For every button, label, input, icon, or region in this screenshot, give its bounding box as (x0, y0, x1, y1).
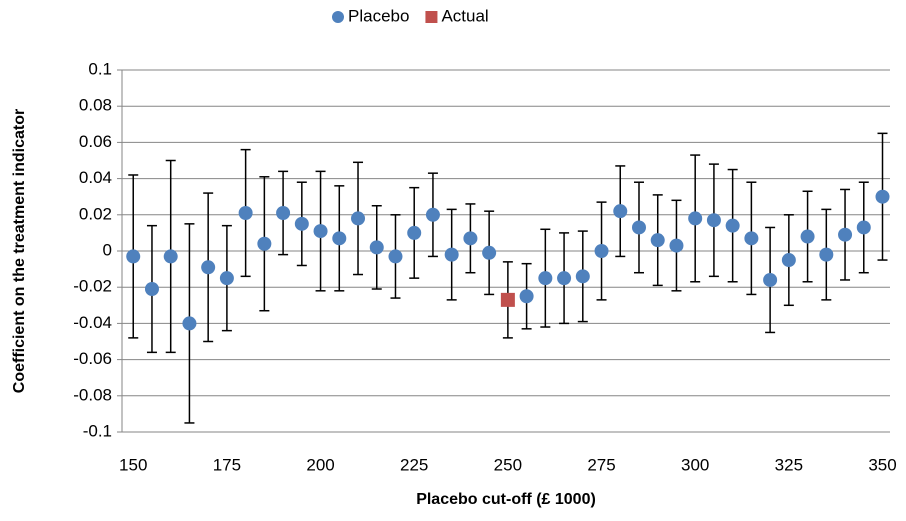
legend-label: Placebo (348, 6, 409, 25)
y-tick-label: 0.06 (79, 132, 112, 151)
point (463, 231, 478, 246)
point (276, 205, 291, 220)
point (688, 211, 703, 226)
point (613, 204, 628, 219)
point (238, 205, 253, 220)
point (351, 211, 366, 226)
y-tick-label: -0.02 (73, 277, 112, 296)
point (182, 316, 197, 331)
point (444, 247, 459, 262)
point (856, 220, 871, 235)
point (557, 271, 572, 286)
y-tick-label: 0.08 (79, 96, 112, 115)
point (781, 253, 796, 268)
point (388, 249, 403, 264)
y-tick-label: -0.08 (73, 385, 112, 404)
x-tick-label: 225 (400, 455, 428, 474)
x-tick-label: 200 (306, 455, 334, 474)
point (294, 216, 309, 231)
x-tick-label: 325 (775, 455, 803, 474)
legend-marker (425, 11, 438, 23)
y-tick-label: 0.04 (79, 168, 112, 187)
point (407, 225, 422, 240)
point (594, 244, 609, 258)
point (575, 269, 590, 284)
x-axis-title: Placebo cut-off (£ 1000) (416, 491, 596, 508)
point (126, 249, 141, 264)
y-tick-label: 0.1 (88, 59, 112, 78)
point (519, 289, 534, 304)
y-tick-label: -0.1 (83, 421, 112, 440)
x-tick-label: 250 (494, 455, 522, 474)
legend-marker (332, 11, 344, 23)
point (257, 236, 272, 251)
point (219, 271, 234, 286)
point (538, 271, 553, 286)
point (163, 249, 178, 264)
y-tick-label: 0.02 (79, 204, 112, 223)
point (744, 231, 759, 246)
point (725, 218, 740, 233)
x-tick-label: 275 (587, 455, 615, 474)
point (201, 260, 216, 275)
point (838, 227, 853, 242)
point (332, 231, 347, 246)
x-tick-label: 300 (681, 455, 709, 474)
y-tick-label: -0.06 (73, 349, 112, 368)
point (369, 240, 384, 255)
legend-label: Actual (441, 6, 488, 25)
point (500, 292, 515, 307)
point (144, 282, 159, 297)
y-axis-title: Coefficient on the treatment indicator (11, 109, 28, 393)
point (763, 272, 778, 287)
point (482, 245, 497, 260)
x-tick-label: 350 (868, 455, 896, 474)
point (800, 229, 815, 244)
point (669, 238, 684, 253)
point (631, 220, 646, 235)
point (819, 247, 834, 262)
point (706, 213, 721, 228)
point (875, 189, 890, 204)
point (425, 207, 440, 222)
x-tick-label: 175 (213, 455, 241, 474)
x-tick-label: 150 (119, 455, 147, 474)
y-tick-label: 0 (103, 240, 112, 259)
point (650, 233, 665, 248)
point (313, 224, 328, 239)
y-tick-label: -0.04 (73, 313, 112, 332)
